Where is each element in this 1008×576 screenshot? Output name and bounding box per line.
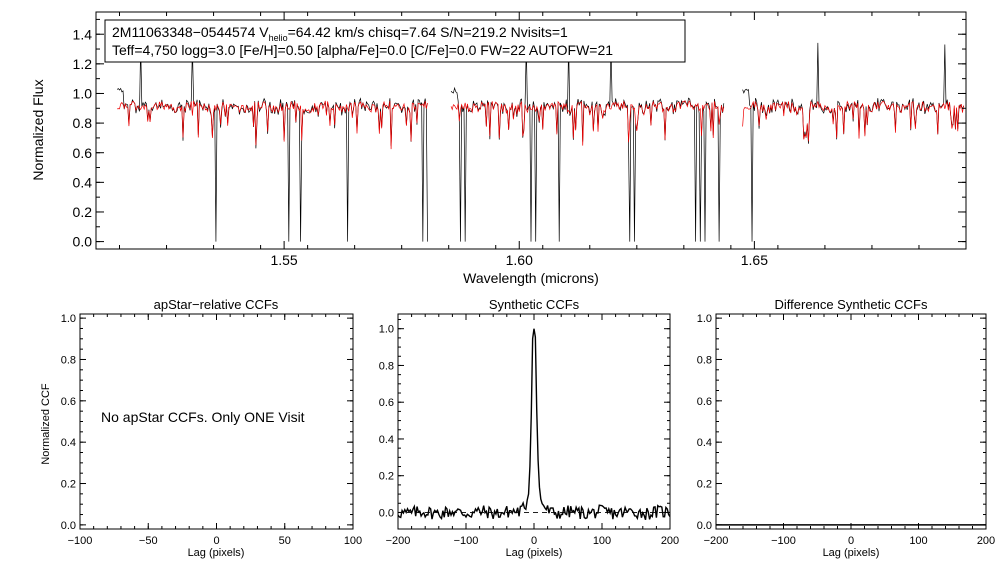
spectrum-ticks: 1.55 1.60 1.65 0.0 0.2 0.4 0.6 0.8 1.0 1.2 1.4 [73,12,967,268]
y-tick-label: 0.4 [61,437,76,449]
model-flux-line [742,100,964,142]
spectrum-xlabel: Wavelength (microns) [463,270,599,286]
y-tick-label: 0.2 [61,478,76,490]
y-tick-label: 0.8 [379,360,394,372]
y-tick-label: 0.0 [697,520,712,532]
y-tick-label: 0.6 [379,397,394,409]
apstar-ccf-panel: −100 −50 0 50 100 0.0 0.2 0.4 0.6 0.8 1.0 apStar−r… [40,297,362,559]
x-tick-label: 200 [977,535,995,547]
model-flux-line [450,100,725,146]
model-flux-line [117,100,428,150]
info-line-1: 2M11063348−0544574 Vhelio=64.42 km/s chi… [112,24,568,43]
y-tick-label: 0.6 [697,396,712,408]
x-tick-label: −100 [68,535,93,547]
x-tick-label: 1.60 [506,252,533,268]
x-tick-label: 0 [213,535,219,547]
x-tick-label: 0 [531,535,537,547]
y-tick-label: 1.4 [73,26,93,42]
x-tick-label: 50 [279,535,291,547]
observed-flux-line [450,42,725,242]
x-tick-label: −50 [139,535,158,547]
y-tick-label: 1.0 [61,313,76,325]
apstar-title: apStar−relative CCFs [154,297,279,312]
y-tick-label: 0.0 [379,507,394,519]
y-tick-label: 0.4 [73,174,93,190]
x-tick-label: 100 [344,535,362,547]
synthetic-ticks: −200 −100 0 100 200 0.0 0.2 0.4 0.6 0.8 1.0 [379,314,679,547]
y-tick-label: 0.4 [379,434,394,446]
x-tick-label: 200 [661,535,679,547]
y-tick-label: 1.0 [73,86,93,102]
y-tick-label: 1.0 [379,324,394,336]
difference-frame [715,313,987,530]
x-tick-label: −100 [454,535,479,547]
synthetic-ccf-panel: −200 −100 0 100 200 0.0 0.2 0.4 0.6 0.8 1.0 Synthe… [379,297,679,559]
synthetic-title: Synthetic CCFs [489,297,580,312]
y-tick-label: 0.8 [61,354,76,366]
y-tick-label: 0.8 [697,354,712,366]
difference-title: Difference Synthetic CCFs [775,297,928,312]
y-tick-label: 0.2 [697,478,712,490]
spectrum-panel: 1.55 1.60 1.65 0.0 0.2 0.4 0.6 0.8 1.0 1.2 1.4 2M1… [30,11,967,286]
spectrum-frame [95,11,967,250]
synthetic-xlabel: Lag (pixels) [506,547,563,559]
no-ccf-annotation: No apStar CCFs. Only ONE Visit [101,409,305,425]
y-tick-label: 0.6 [73,145,93,161]
y-tick-label: 1.2 [73,56,93,72]
spectrum-ylabel: Normalized Flux [30,79,46,180]
info-line-2: Teff=4,750 logg=3.0 [Fe/H]=0.50 [alpha/F… [112,42,613,58]
x-tick-label: 1.55 [270,252,297,268]
y-tick-label: 0.8 [73,115,93,131]
y-tick-label: 0.6 [61,396,76,408]
synthetic-ccf-line [397,328,671,521]
x-tick-label: −200 [386,535,411,547]
apstar-ylabel: Normalized CCF [40,383,52,465]
apstar-ticks: −100 −50 0 50 100 0.0 0.2 0.4 0.6 0.8 1.0 [61,313,362,547]
y-tick-label: 0.2 [73,204,93,220]
x-tick-label: 1.65 [741,252,768,268]
y-tick-label: 1.0 [697,313,712,325]
x-tick-label: 100 [909,535,927,547]
observed-flux-line [116,43,428,242]
synthetic-trace [397,328,671,521]
info-box [104,19,686,63]
observed-flux-line [742,42,964,242]
x-tick-label: −200 [704,535,729,547]
spectrum-traces [116,42,964,242]
difference-xlabel: Lag (pixels) [823,547,880,559]
difference-ccf-panel: −200 −100 0 100 200 0.0 0.2 0.4 0.6 0.8 1.0 Differ… [697,297,995,559]
x-tick-label: −100 [771,535,796,547]
y-tick-label: 0.4 [697,437,712,449]
difference-ticks: −200 −100 0 100 200 0.0 0.2 0.4 0.6 0.8 1.0 [697,313,995,547]
y-tick-label: 0.2 [379,471,394,483]
x-tick-label: 100 [593,535,611,547]
x-tick-label: 0 [848,535,854,547]
y-tick-label: 0.0 [61,520,76,532]
apstar-xlabel: Lag (pixels) [188,547,245,559]
synthetic-frame [397,313,671,530]
y-tick-label: 0.0 [73,234,93,250]
